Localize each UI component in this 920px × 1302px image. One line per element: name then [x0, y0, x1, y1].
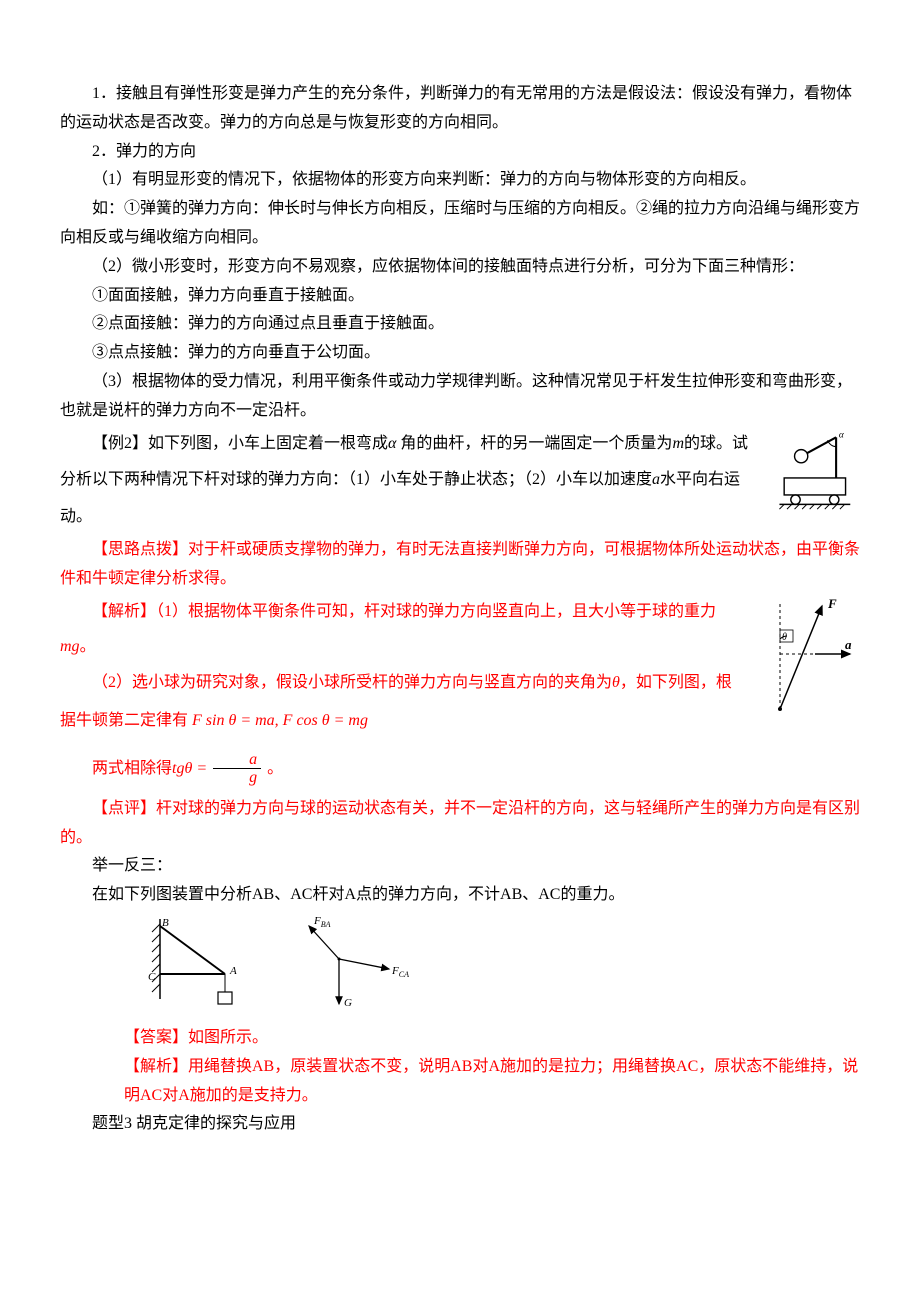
paragraph-5: （2）微小形变时，形变方向不易观察，应依据物体间的接触面特点进行分析，可分为下面… [60, 253, 860, 282]
paragraph-4: 如：①弹簧的弹力方向：伸长时与伸长方向相反，压缩时与压缩的方向相反。②绳的拉力方… [60, 195, 860, 253]
frac-den: g [213, 769, 261, 787]
daan: 【答案】如图所示。 [60, 1024, 860, 1053]
juyifansan-question: 在如下列图装置中分析AB、AC杆对A点的弹力方向，不计AB、AC的重力。 [60, 881, 860, 910]
paragraph-9: （3）根据物体的受力情况，利用平衡条件或动力学规律判断。这种情况常见于杆发生拉伸… [60, 368, 860, 426]
svg-text:a: a [845, 637, 852, 652]
jiexi1-b: 。 [80, 638, 96, 655]
eq-text-b: 。 [267, 759, 283, 776]
dianping: 【点评】杆对球的弹力方向与球的运动状态有关，并不一定沿杆的方向，这与轻绳所产生的… [60, 795, 860, 853]
paragraph-7: ②点面接触：弹力的方向通过点且垂直于接触面。 [60, 310, 860, 339]
symbol-a: a [652, 471, 660, 488]
ex2-part-a: 【例2】如下列图，小车上固定着一根弯成 [92, 435, 388, 452]
equation-newton: F sin θ = ma, F cos θ = mg [192, 712, 368, 729]
frac-num: a [213, 751, 261, 770]
svg-text:α: α [839, 430, 845, 440]
tixing3: 题型3 胡克定律的探究与应用 [60, 1110, 860, 1139]
silu-dianbo: 【思路点拨】对于杆或硬质支撑物的弹力，有时无法直接判断弹力方向，可根据物体所处运… [60, 536, 860, 594]
svg-text:A: A [229, 965, 237, 977]
svg-text:G: G [344, 997, 352, 1009]
ex2-part-b: 角的曲杆，杆的另一端固定一个质量为 [396, 435, 672, 452]
jiexi3-text: 【解析】用绳替换AB，原装置状态不变，说明AB对A施加的是拉力；用绳替换AC，原… [124, 1058, 858, 1104]
paragraph-2: 2．弹力的方向 [60, 138, 860, 167]
svg-text:FBA: FBA [313, 915, 331, 929]
eq-text-a: 两式相除得 [92, 759, 172, 776]
figure-truss-row: B C A FBA FCA G [60, 914, 860, 1014]
figure-force-decomp: FBA FCA G [284, 914, 424, 1014]
symbol-mg: mg [60, 638, 80, 655]
eq-tg: tgθ = [172, 759, 207, 776]
figure-force: F a θ [750, 594, 860, 724]
example2-text: 【例2】如下列图，小车上固定着一根弯成α 角的曲杆，杆的另一端固定一个质量为m的… [60, 426, 860, 536]
jiexi-1: 【解析】（1）根据物体平衡条件可知，杆对球的弹力方向竖直向上，且大小等于球的重力… [60, 594, 860, 664]
symbol-m: m [672, 435, 684, 452]
figure-cart: α [765, 426, 860, 511]
juyifansan-title: 举一反三： [60, 852, 860, 881]
fraction: a g [213, 751, 261, 787]
symbol-theta: θ [612, 674, 620, 691]
paragraph-1: 1．接触且有弹性形变是弹力产生的充分条件，判断弹力的有无常用的方法是假设法：假设… [60, 80, 860, 138]
paragraph-6: ①面面接触，弹力方向垂直于接触面。 [60, 282, 860, 311]
svg-text:F: F [827, 596, 837, 611]
paragraph-8: ③点点接触：弹力的方向垂直于公切面。 [60, 339, 860, 368]
svg-text:FCA: FCA [391, 965, 409, 979]
svg-text:θ: θ [782, 632, 787, 643]
figure-truss: B C A [140, 914, 260, 1014]
jiexi-3: 【解析】用绳替换AB，原装置状态不变，说明AB对A施加的是拉力；用绳替换AC，原… [60, 1053, 860, 1111]
jiexi2-a: （2）选小球为研究对象，假设小球所受杆的弹力方向与竖直方向的夹角为 [92, 674, 612, 691]
equation-divide: 两式相除得tgθ = a g 。 [60, 751, 860, 787]
jiexi-2: （2）选小球为研究对象，假设小球所受杆的弹力方向与竖直方向的夹角为θ，如下列图，… [60, 664, 860, 741]
paragraph-3: （1）有明显形变的情况下，依据物体的形变方向来判断：弹力的方向与物体形变的方向相… [60, 166, 860, 195]
svg-text:C: C [148, 971, 156, 983]
jiexi1-a: 【解析】（1）根据物体平衡条件可知，杆对球的弹力方向竖直向上，且大小等于球的重力 [92, 603, 716, 620]
